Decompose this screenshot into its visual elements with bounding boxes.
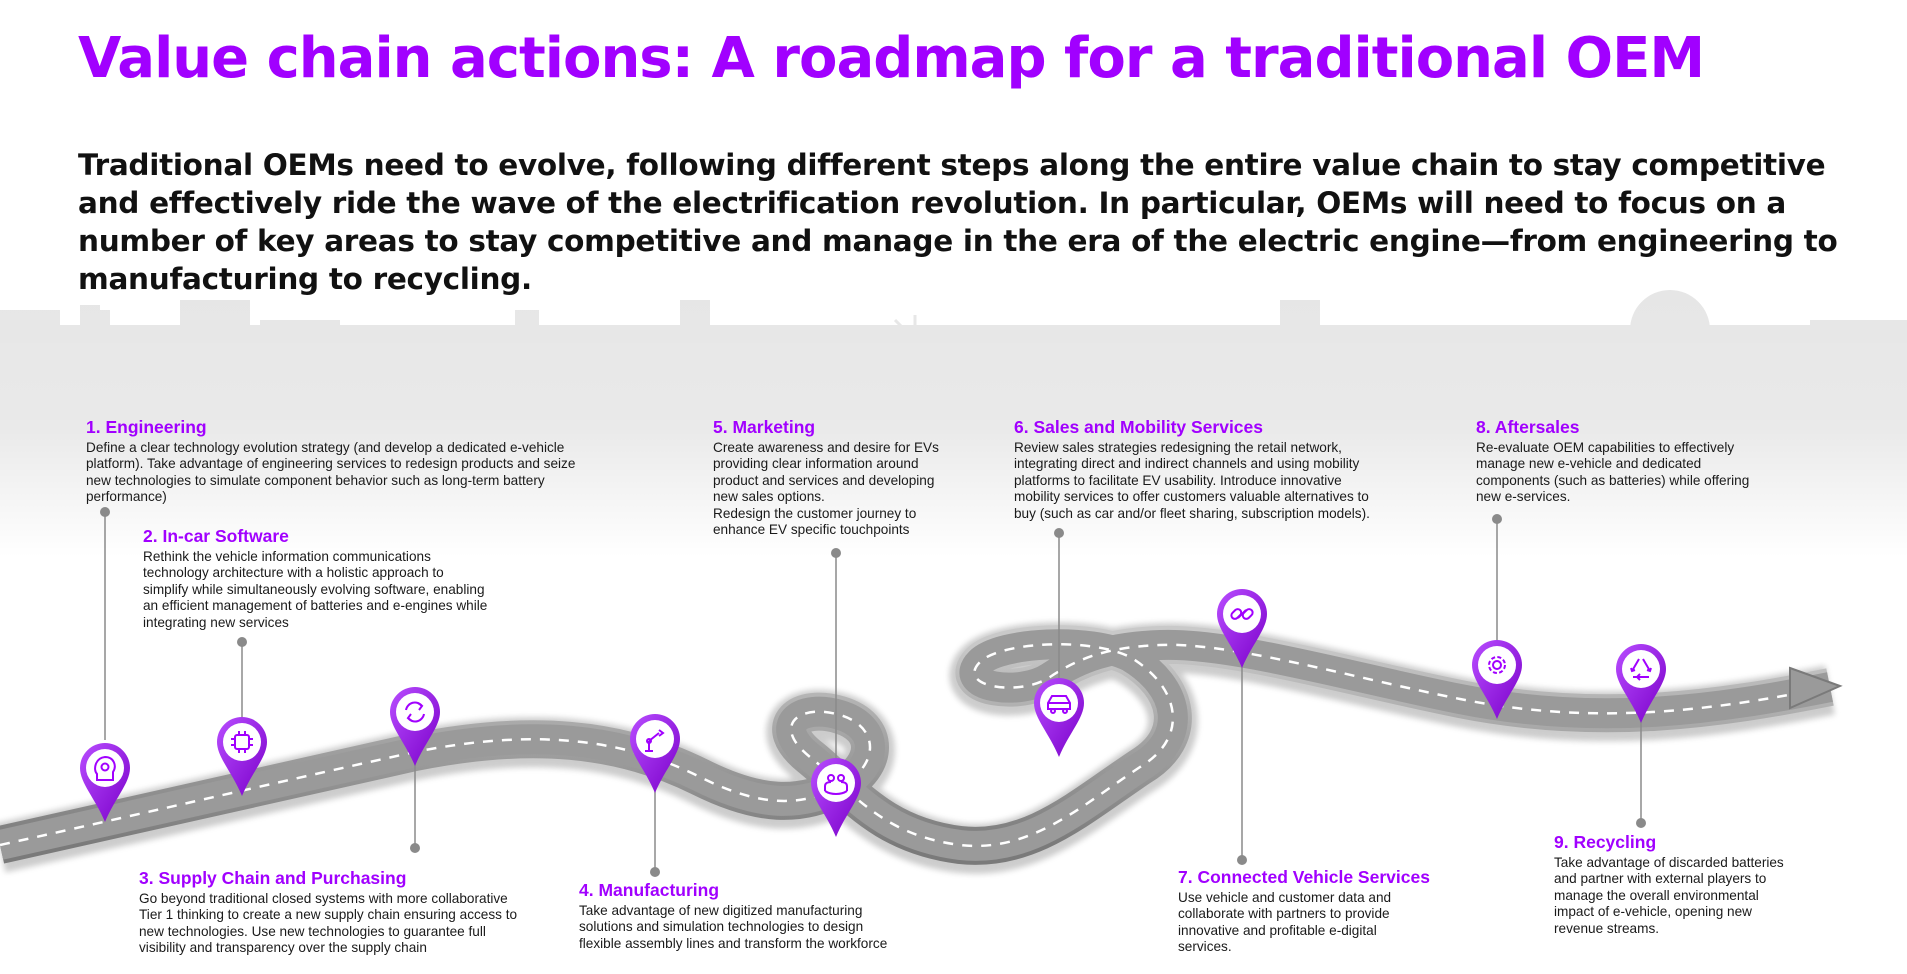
step-sales-mobility: 6. Sales and Mobility Services Review sa…	[1014, 417, 1444, 522]
step-description: Take advantage of discarded batteries an…	[1554, 855, 1784, 936]
recycle-icon	[1630, 658, 1652, 681]
pin-manufacturing[interactable]	[630, 714, 680, 793]
step-aftersales: 8. Aftersales Re-evaluate OEM capabiliti…	[1476, 417, 1856, 506]
step-marketing: 5. Marketing Create awareness and desire…	[713, 417, 1003, 538]
city-skyline	[0, 285, 1907, 605]
road-arrowhead	[1789, 666, 1843, 710]
step-title: 2. In-car Software	[143, 526, 289, 546]
step-title: 6. Sales and Mobility Services	[1014, 417, 1263, 437]
pin-in-car-software[interactable]	[217, 717, 267, 796]
pin-marketing[interactable]	[811, 758, 861, 837]
brain-gear-icon	[94, 755, 116, 781]
step-description: Re-evaluate OEM capabilities to effectiv…	[1476, 440, 1750, 505]
step-title: 5. Marketing	[713, 417, 816, 437]
robot-arm-icon	[645, 729, 665, 752]
step-title: 8. Aftersales	[1476, 417, 1580, 437]
step-supply-chain: 3. Supply Chain and Purchasing Go beyond…	[139, 868, 579, 957]
pin-engineering[interactable]	[80, 743, 130, 822]
step-description: Review sales strategies redesigning the …	[1014, 440, 1370, 521]
page-title: Value chain actions: A roadmap for a tra…	[78, 26, 1705, 91]
step-description: Take advantage of new digitized manufact…	[579, 903, 888, 951]
link-icon	[1230, 608, 1254, 620]
step-title: 7. Connected Vehicle Services	[1178, 867, 1430, 887]
pin-sales-mobility[interactable]	[1034, 678, 1084, 757]
connectors	[100, 507, 1646, 877]
people-icon	[824, 774, 848, 795]
pin-connected-vehicle[interactable]	[1217, 589, 1267, 668]
step-manufacturing: 4. Manufacturing Take advantage of new d…	[579, 880, 959, 952]
step-description: Define a clear technology evolution stra…	[86, 440, 576, 505]
step-description: Create awareness and desire for EVs prov…	[713, 440, 939, 538]
step-pins	[80, 589, 1666, 837]
step-title: 1. Engineering	[86, 417, 207, 437]
step-connected-vehicle: 7. Connected Vehicle Services Use vehicl…	[1178, 867, 1478, 956]
chip-icon	[231, 731, 253, 753]
step-description: Use vehicle and customer data and collab…	[1178, 890, 1392, 955]
pin-aftersales[interactable]	[1472, 640, 1522, 719]
car-icon	[1047, 695, 1071, 714]
pin-supply-chain[interactable]	[390, 687, 440, 766]
step-in-car-software: 2. In-car Software Rethink the vehicle i…	[143, 526, 563, 631]
step-title: 9. Recycling	[1554, 832, 1657, 852]
step-title: 4. Manufacturing	[579, 880, 720, 900]
step-description: Rethink the vehicle information communic…	[143, 549, 488, 630]
exchange-arrows-icon	[405, 701, 425, 723]
gear-icon	[1488, 656, 1506, 674]
road	[0, 622, 1843, 874]
step-recycling: 9. Recycling Take advantage of discarded…	[1554, 832, 1854, 937]
step-engineering: 1. Engineering Define a clear technology…	[86, 417, 656, 506]
step-title: 3. Supply Chain and Purchasing	[139, 868, 407, 888]
pin-recycling[interactable]	[1616, 644, 1666, 723]
step-description: Go beyond traditional closed systems wit…	[139, 891, 518, 956]
